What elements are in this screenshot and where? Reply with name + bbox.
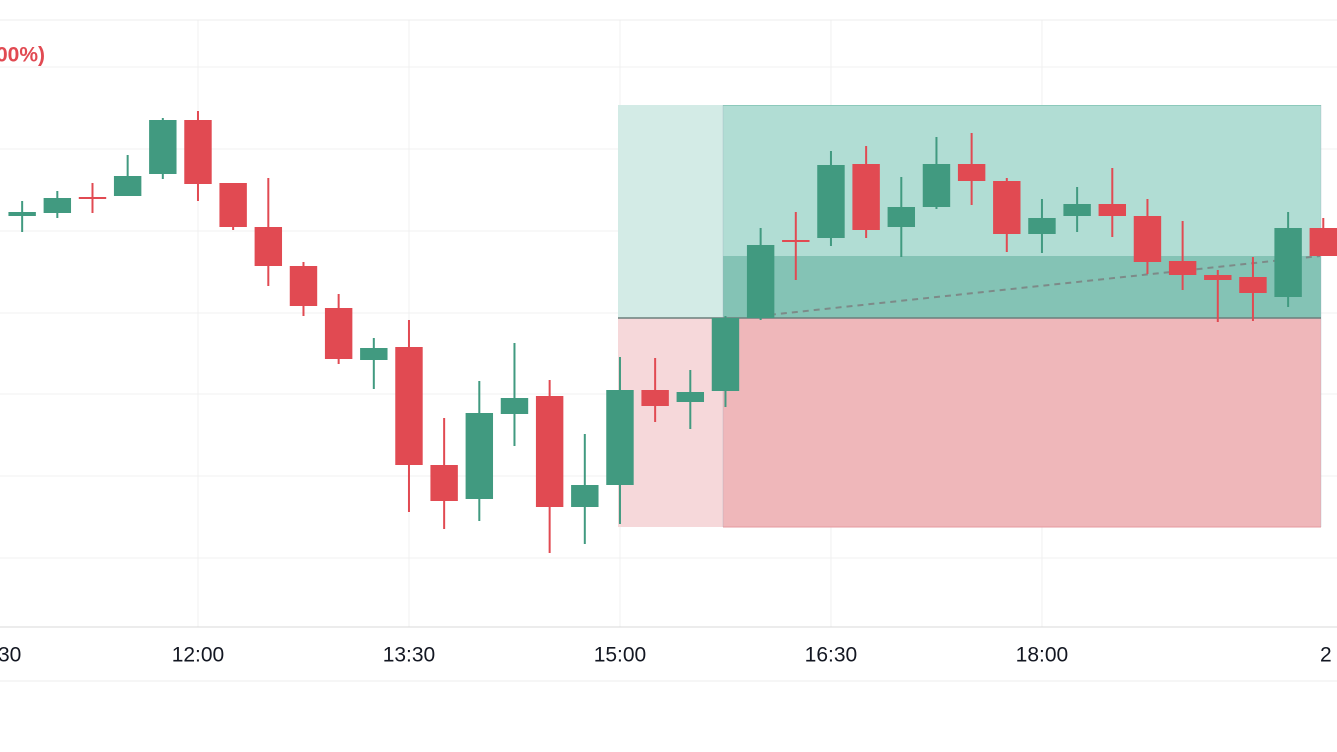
change-label: 00%) xyxy=(0,44,45,67)
candle-body xyxy=(360,348,388,360)
candle-body xyxy=(254,227,283,266)
candle-body xyxy=(1274,228,1302,297)
candle-body xyxy=(817,165,845,238)
x-tick-label: 13:30 xyxy=(383,644,436,667)
candle-body xyxy=(887,207,916,227)
candle-body xyxy=(289,266,318,306)
candle-body xyxy=(1063,204,1091,216)
x-tick-label: 12:00 xyxy=(172,644,225,667)
loss-zone xyxy=(723,318,1321,527)
candle-body xyxy=(184,120,212,184)
profit-zone xyxy=(618,105,723,318)
candle-body xyxy=(606,390,634,485)
x-tick-label: 16:30 xyxy=(805,644,858,667)
candle-body xyxy=(782,240,810,242)
candle-body xyxy=(641,390,669,406)
candle-body xyxy=(1133,216,1162,262)
candle-body xyxy=(1204,275,1232,280)
candle-body xyxy=(957,164,986,181)
x-tick-label: 30 xyxy=(0,644,21,667)
position-tool xyxy=(618,105,1322,528)
candle-body xyxy=(1168,261,1197,275)
x-tick-label: 18:00 xyxy=(1016,644,1069,667)
candle-body xyxy=(113,176,142,196)
candle-body xyxy=(676,392,705,402)
candle-body xyxy=(746,245,775,318)
candle-body xyxy=(1309,228,1337,256)
loss-zone xyxy=(618,318,723,527)
candle-body xyxy=(149,120,177,174)
candle-body xyxy=(430,465,458,501)
candle-body xyxy=(993,181,1021,234)
candle-body xyxy=(500,398,529,414)
candle-body xyxy=(395,347,423,465)
candle-body xyxy=(922,164,951,207)
candle-body xyxy=(219,183,247,227)
candle-body xyxy=(43,198,72,213)
x-tick-label: 15:00 xyxy=(594,644,647,667)
candle-body xyxy=(324,308,353,359)
candle-body xyxy=(1239,277,1267,293)
candle-body xyxy=(535,396,564,507)
candle-body xyxy=(465,413,494,499)
candle-body xyxy=(711,318,740,391)
x-tick-label: 2 xyxy=(1320,644,1332,667)
candle-body xyxy=(8,212,36,216)
candle-body xyxy=(1028,218,1056,234)
candles xyxy=(8,111,1337,553)
candle-body xyxy=(852,164,880,230)
candle-body xyxy=(78,197,107,199)
x-axis: 30 12:00 13:30 15:00 16:30 18:00 2 xyxy=(0,644,1332,667)
candle-body xyxy=(1098,204,1127,216)
candle-body xyxy=(571,485,599,507)
